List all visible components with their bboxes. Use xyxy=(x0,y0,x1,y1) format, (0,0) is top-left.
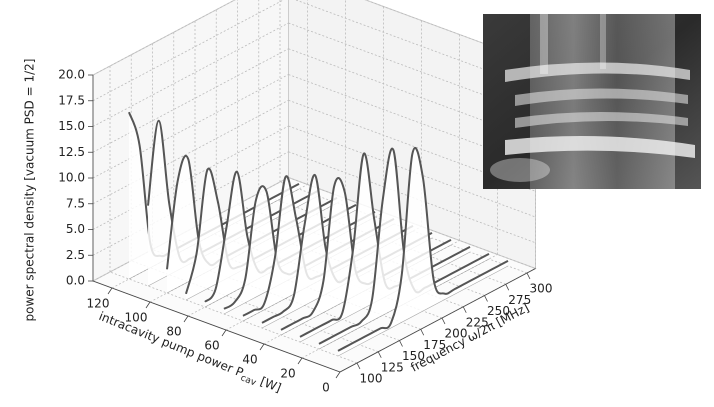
trace-fill xyxy=(129,112,299,279)
z-grid-line xyxy=(92,0,285,102)
z-axis-label: power spectral density [vacuum PSD = 1/2… xyxy=(23,59,37,322)
y-tick xyxy=(107,287,113,295)
trace-fill xyxy=(148,120,318,286)
x-tick-label: 275 xyxy=(508,293,531,307)
y-tick-label: 80 xyxy=(166,325,181,339)
z-grid-line xyxy=(92,99,289,205)
trace-line xyxy=(318,147,490,345)
z-tick-label: 10.0 xyxy=(58,171,85,185)
z-tick-label: 15.0 xyxy=(58,119,85,133)
z-grid-line xyxy=(92,48,289,153)
y-tick xyxy=(335,371,341,379)
x-tick-label: 100 xyxy=(360,372,383,386)
y-tick xyxy=(221,329,227,337)
x-tick xyxy=(462,306,467,313)
trace-fill xyxy=(262,174,432,328)
trace-line xyxy=(337,146,509,352)
z-grid-line xyxy=(92,151,289,256)
x-tick xyxy=(356,362,361,370)
x-tick-label: 300 xyxy=(530,282,553,296)
y-axis-label-tail: [W] xyxy=(255,372,283,394)
x-tick xyxy=(441,317,446,325)
x-tick xyxy=(399,340,403,347)
z-grid-line xyxy=(92,0,236,76)
x-tick-label: 225 xyxy=(466,315,489,329)
photo-ridge xyxy=(505,136,695,158)
photo-highlight xyxy=(600,14,606,69)
y-tick xyxy=(259,343,265,351)
trace-fill xyxy=(338,147,508,356)
photo-glare xyxy=(490,158,550,182)
z-grid-line xyxy=(92,125,289,230)
trace-fill xyxy=(281,177,451,335)
y-tick-label: 0 xyxy=(322,381,330,395)
x-tick xyxy=(420,329,425,336)
y-tick xyxy=(297,357,303,365)
y-axis-label-sub: cav xyxy=(239,373,258,388)
trace-fill xyxy=(243,176,413,321)
z-tick-label: 17.5 xyxy=(58,93,85,107)
y-tick xyxy=(183,315,189,323)
photo-ridge xyxy=(515,88,688,106)
z-tick-label: 12.5 xyxy=(58,145,85,159)
x-tick-label: 125 xyxy=(381,360,404,374)
inset-photo xyxy=(483,14,701,189)
z-grid-line xyxy=(92,74,289,179)
z-tick-label: 7.5 xyxy=(66,196,85,210)
y-tick xyxy=(145,301,151,309)
x-tick-label: 175 xyxy=(423,338,446,352)
x-tick-label: 150 xyxy=(402,349,425,363)
z-tick-label: 5.0 xyxy=(66,222,85,236)
trace-fill xyxy=(167,155,337,293)
photo-ridge xyxy=(515,112,688,128)
x-tick xyxy=(484,295,488,302)
photo-highlight xyxy=(540,14,548,74)
z-grid-line xyxy=(92,177,289,282)
y-tick-label: 40 xyxy=(242,353,257,367)
y-axis-line xyxy=(92,280,341,373)
x-tick xyxy=(505,284,510,291)
photo-bottle xyxy=(530,14,675,189)
x-tick xyxy=(377,351,382,358)
y-tick-label: 120 xyxy=(87,297,110,311)
y-tick-label: 60 xyxy=(204,339,219,353)
trace-layer xyxy=(128,111,509,357)
x-tick xyxy=(526,272,531,280)
y-tick-label: 20 xyxy=(280,367,295,381)
z-tick-label: 0.0 xyxy=(66,274,85,288)
trace-baseline xyxy=(337,265,509,357)
y-tick-label: 100 xyxy=(125,311,148,325)
x-axis-line xyxy=(339,268,536,373)
photo-ridge xyxy=(505,62,690,82)
z-tick-label: 20.0 xyxy=(58,68,85,82)
x-tick-label: 200 xyxy=(445,327,468,341)
x-tick-label: 250 xyxy=(487,304,510,318)
z-grid-line xyxy=(92,22,289,127)
trace-fill xyxy=(224,186,394,314)
z-tick-label: 2.5 xyxy=(66,248,85,262)
